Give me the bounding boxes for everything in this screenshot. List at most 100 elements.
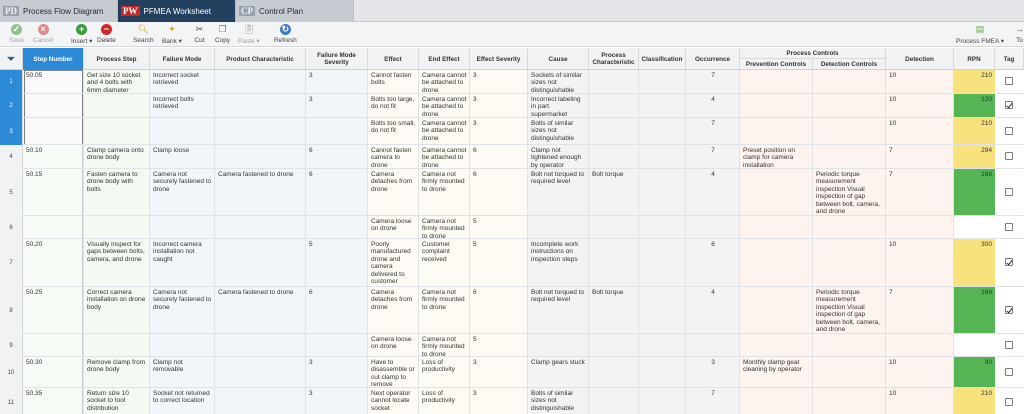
product-characteristic-cell[interactable] [216,94,305,118]
refresh-button[interactable]: ↻ Refresh [274,24,297,44]
detection-cell[interactable] [887,334,953,357]
process-characteristic-cell[interactable] [590,239,638,287]
header-classification[interactable]: Classification [639,48,686,70]
occurrence-cell[interactable]: 6 [711,241,715,248]
occurrence-cell[interactable]: 4 [711,171,715,178]
row-number[interactable]: 1 [0,70,23,94]
effect-severity-cell[interactable]: 5 [473,336,477,343]
detection-controls-cell[interactable] [814,118,885,145]
fm-severity-cell[interactable]: 3 [309,390,313,397]
fm-severity-cell[interactable]: 5 [309,241,313,248]
rpn-cell[interactable]: 210 [954,118,995,144]
effect-severity-cell[interactable]: 5 [473,241,477,248]
failure-mode-cell[interactable] [151,118,214,145]
effect-severity-cell[interactable]: 3 [473,390,477,397]
detection-cell[interactable]: 7 [889,171,893,178]
cause-cell[interactable]: Bolt not torqued to required level [531,289,585,304]
effect-cell[interactable]: Cannot fasten camera to drone [371,147,412,169]
rpn-cell[interactable]: 120 [954,94,995,117]
paste-button[interactable]: 📋︎ Paste ▾ [238,24,260,45]
process-characteristic-cell[interactable] [590,118,638,145]
end-effect-cell[interactable]: Camera not firmly mounted to drone [422,171,465,193]
rpn-cell[interactable]: 90 [954,357,995,387]
classification-cell[interactable] [640,239,685,287]
cause-cell[interactable]: Bolts of similar sizes not distinguishab… [531,120,575,142]
process-step[interactable]: Clamp camera onto drone body [87,147,144,162]
effect-cell[interactable]: Camera loose on drone [371,336,412,351]
detection-controls-cell[interactable] [814,94,885,118]
header-occurrence[interactable]: Occurrence [686,48,740,70]
end-effect-cell[interactable]: Camera not firmly mounted to drone [422,336,465,357]
classification-cell[interactable] [640,169,685,216]
detection-cell[interactable]: 10 [889,120,897,127]
detection-controls-cell[interactable] [814,145,885,169]
detection-controls-cell[interactable]: Periodic torque measurement inspection V… [816,289,880,334]
fm-severity-cell[interactable]: 3 [309,359,313,366]
header-process-step[interactable]: Process Step [84,48,150,70]
occurrence-cell[interactable]: 4 [711,289,715,296]
cause-cell[interactable]: Clamp not tightened enough by operator [531,147,582,169]
product-characteristic-cell[interactable] [216,357,305,388]
detection-controls-cell[interactable]: Periodic torque measurement inspection V… [816,171,880,216]
delete-button[interactable]: − Delete [97,24,116,44]
detection-cell[interactable]: 10 [889,359,897,366]
failure-mode-cell[interactable] [151,216,214,239]
cause-cell[interactable]: Incorrect labeling in part supermarket [531,96,581,118]
rpn-cell[interactable]: 210 [954,70,995,93]
step-cell[interactable] [24,70,83,145]
end-effect-cell[interactable]: Camera cannot be attached to drone [422,72,467,94]
failure-mode-cell[interactable]: Camera not securely fastened to drone [153,171,212,193]
process-characteristic-cell[interactable] [590,216,638,239]
prevention-cell[interactable] [741,169,812,216]
classification-cell[interactable] [640,70,685,94]
cut-button[interactable]: ✂ Cut [194,24,205,44]
row-number[interactable]: 5 [0,169,23,216]
rpn-cell[interactable]: 294 [954,145,995,168]
step-number[interactable]: 50.10 [26,147,43,154]
prevention-cell[interactable] [741,239,812,287]
process-characteristic-cell[interactable] [590,94,638,118]
fm-severity-cell[interactable]: 3 [309,96,313,103]
tag-checkbox[interactable] [1005,306,1013,314]
effect-cell[interactable]: Camera detaches from drone [371,171,413,193]
detection-controls-cell[interactable] [814,70,885,94]
process-characteristic-cell[interactable] [590,357,638,388]
tab-pfmea-worksheet[interactable]: PW PFMEA Worksheet [118,0,236,22]
to-button[interactable]: → To [1015,24,1024,44]
header-step-number[interactable]: Step Number [23,48,84,70]
cause-cell[interactable] [529,334,588,357]
header-cause[interactable]: Cause [528,48,589,70]
product-characteristic-cell[interactable]: Camera fastened to drone [218,289,294,296]
step-number[interactable]: 50.30 [26,359,43,366]
failure-mode-cell[interactable]: Incorrect socket retrieved [153,72,199,87]
effect-cell[interactable]: Cannot fasten bolts [371,72,412,87]
step-number[interactable]: 50.25 [26,289,43,296]
effect-severity-cell[interactable]: 5 [473,218,477,225]
cause-cell[interactable]: Bolts of similar sizes not distinguishab… [531,390,575,412]
effect-severity-cell[interactable]: 6 [473,147,477,154]
step-cell[interactable] [24,145,83,169]
process-step[interactable]: Get size 10 socket and 4 bolts with 6mm … [87,72,141,94]
process-step[interactable]: Return size 10 socket to tool distributi… [87,390,129,412]
classification-cell[interactable] [640,94,685,118]
effect-cell[interactable]: Bolts too large, do not fit [371,96,415,111]
row-number[interactable]: 9 [0,334,23,357]
process-step[interactable]: Visually inspect for gaps between bolts,… [87,241,145,263]
cause-cell[interactable] [529,216,588,239]
fm-severity-cell[interactable]: 6 [309,147,313,154]
detection-controls-cell[interactable] [814,216,885,239]
detection-cell[interactable]: 7 [889,147,893,154]
detection-controls-cell[interactable] [814,357,885,388]
header-detection-controls[interactable]: Detection Controls [813,59,886,70]
detection-cell[interactable]: 10 [889,390,897,397]
header-process-characteristic[interactable]: Process Characteristic [589,48,639,70]
process-step[interactable]: Remove clamp from drone body [87,359,146,374]
end-effect-cell[interactable]: Camera not firmly mounted to drone [422,218,465,239]
end-effect-cell[interactable]: Camera cannot be attached to drone [422,120,467,142]
tag-checkbox[interactable] [1005,127,1013,135]
step-number[interactable]: 50.35 [26,390,43,397]
cancel-button[interactable]: × Cancel [33,24,54,44]
header-effect[interactable]: Effect [368,48,419,70]
rpn-cell[interactable] [954,216,995,238]
row-number[interactable]: 4 [0,145,23,169]
